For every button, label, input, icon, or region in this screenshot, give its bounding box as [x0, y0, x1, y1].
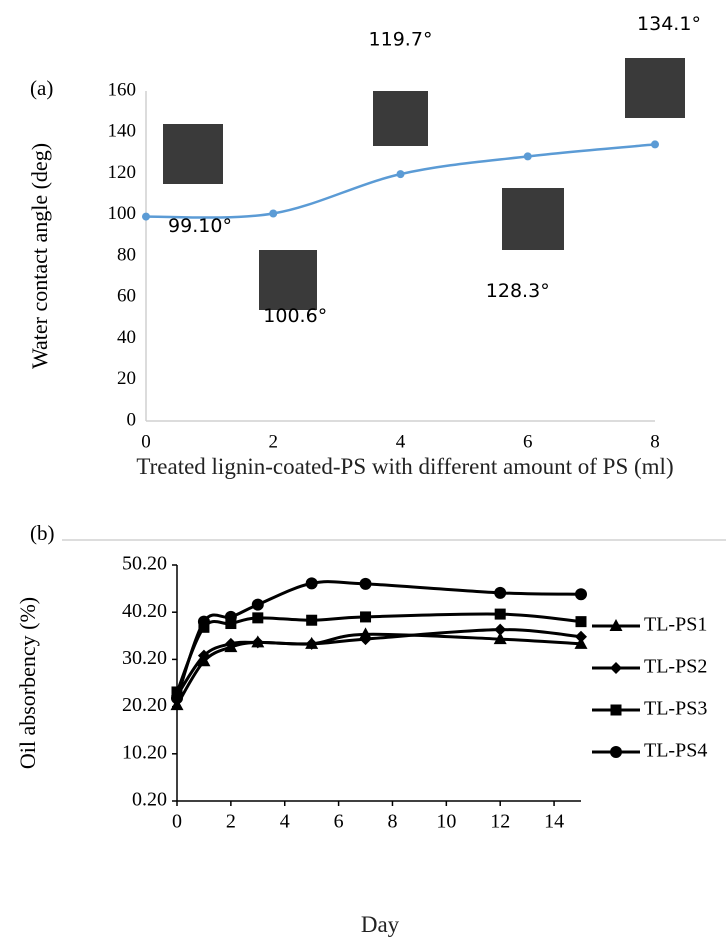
data-label: 100.6° — [263, 305, 327, 327]
y-axis-label: Water contact angle (deg) — [27, 143, 52, 369]
x-tick-label: 8 — [650, 431, 660, 452]
point — [170, 698, 184, 711]
point — [224, 610, 237, 623]
legend-label: TL-PS3 — [644, 698, 707, 720]
x-tick-label: 6 — [334, 811, 344, 833]
point — [171, 686, 183, 698]
point — [142, 212, 150, 221]
point — [575, 588, 587, 601]
legend-marker — [610, 746, 622, 758]
x-axis-label: Treated lignin-coated-PS with different … — [136, 454, 674, 479]
droplet-photo — [502, 188, 564, 250]
x-tick-label: 10 — [436, 811, 456, 833]
legend-marker — [609, 619, 623, 631]
x-axis-label-box: Treated lignin-coated-PS with different … — [136, 454, 674, 479]
point — [359, 577, 372, 590]
point — [225, 618, 237, 630]
point — [171, 692, 183, 705]
data-label: 128.3° — [486, 280, 550, 302]
y-tick-label: 20.20 — [122, 694, 167, 716]
x-tick-label: 4 — [396, 431, 406, 452]
point — [224, 637, 237, 650]
line — [175, 612, 582, 693]
legend-label: TL-PS4 — [644, 740, 707, 762]
point — [493, 632, 507, 645]
x-axis-label-box: Day — [360, 912, 400, 937]
point — [651, 140, 659, 149]
point — [359, 633, 372, 646]
x-tick-label: 0 — [172, 811, 182, 833]
legend-label: TL-PS1 — [644, 614, 707, 636]
y-tick-label: 40.20 — [122, 600, 167, 622]
point — [251, 636, 264, 649]
droplet-photo — [373, 91, 428, 146]
data-label: 134.1° — [637, 13, 701, 35]
point — [575, 616, 587, 628]
panel-label: (a) — [30, 76, 53, 100]
point — [360, 611, 372, 623]
y-tick-label: 160 — [108, 79, 137, 100]
y-tick-label: 40 — [117, 327, 136, 348]
data-label: 119.7° — [369, 29, 433, 51]
x-tick-label: 14 — [544, 811, 564, 833]
y-tick-label: 50.20 — [122, 553, 167, 575]
point — [494, 586, 507, 599]
point — [523, 152, 532, 161]
x-tick-label: 4 — [280, 811, 290, 833]
y-tick-label: 0 — [127, 409, 137, 430]
point — [251, 598, 264, 611]
y-tick-label: 80 — [117, 244, 136, 265]
point — [494, 623, 507, 636]
point — [575, 630, 587, 643]
point — [269, 209, 278, 218]
x-tick-label: 8 — [387, 811, 397, 833]
x-tick-label: 12 — [490, 811, 510, 833]
x-axis-label: Day — [360, 912, 400, 937]
droplet-photos — [163, 58, 685, 310]
y-tick-label: 0.20 — [132, 789, 167, 811]
droplet-photo — [625, 58, 685, 118]
y-tick-label: 100 — [108, 203, 137, 224]
legend-marker — [610, 662, 622, 674]
point — [305, 637, 318, 650]
y-tick-label: 140 — [108, 121, 137, 142]
x-tick-label: 0 — [141, 431, 151, 452]
y-tick-label: 10.20 — [122, 741, 167, 763]
panel-label: (b) — [30, 521, 55, 545]
y-tick-label: 60 — [117, 286, 136, 307]
point — [197, 649, 210, 662]
x-tick-label: 2 — [226, 811, 236, 833]
legend-marker — [610, 704, 622, 716]
point — [252, 612, 264, 624]
droplet-photo — [259, 250, 317, 310]
point — [574, 636, 588, 649]
y-tick-label: 120 — [108, 162, 137, 183]
data-label: 99.10° — [168, 215, 232, 237]
y-tick-label: 20 — [117, 368, 136, 389]
y-axis-label: Oil absorbency (%) — [15, 597, 40, 769]
x-tick-label: 2 — [269, 431, 279, 452]
point — [306, 614, 318, 626]
point — [305, 577, 318, 590]
y-tick-label: 30.20 — [122, 647, 167, 669]
point — [197, 615, 210, 628]
point — [396, 170, 405, 179]
point — [494, 608, 506, 620]
legend-label: TL-PS2 — [644, 656, 707, 678]
droplet-photo — [163, 124, 223, 184]
x-tick-label: 6 — [523, 431, 533, 452]
line — [175, 632, 582, 706]
